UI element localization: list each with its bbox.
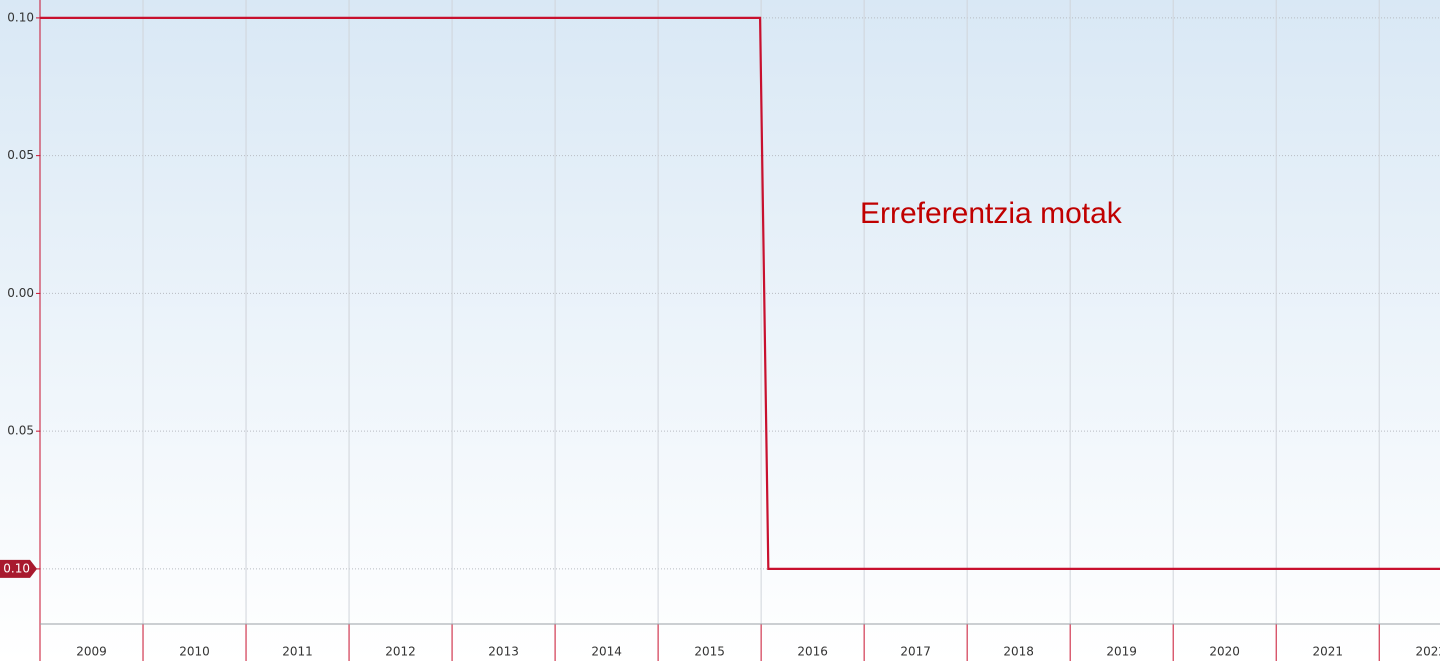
x-tick-label: 2010 <box>179 645 210 659</box>
line <box>40 16 1440 571</box>
x-tick-label: 2020 <box>1209 645 1240 659</box>
x-tick-label: 2016 <box>797 645 828 659</box>
x-tick-label: 2021 <box>1312 645 1343 659</box>
x-tick-label: 2014 <box>591 645 622 659</box>
value-badge <box>0 559 37 578</box>
y-tick-label: 0.10 <box>7 10 34 24</box>
x-tick-label: 2017 <box>900 645 931 659</box>
x-tick-label: 2019 <box>1106 645 1137 659</box>
y-tick-label: 0.05 <box>7 424 34 438</box>
x-tick-label: 2013 <box>488 645 519 659</box>
y-tick-label: 0.00 <box>7 286 34 300</box>
x-tick-label: 2011 <box>282 645 313 659</box>
x-tick-label: 2009 <box>76 645 107 659</box>
x-tick-label: 2022 <box>1415 645 1440 659</box>
y-tick-label: 0.05 <box>7 148 34 162</box>
y-tick-label: 0.10 <box>3 561 30 575</box>
annotation: Erreferentzia motak <box>860 197 1123 230</box>
x-tick-label: 2015 <box>694 645 725 659</box>
x-tick-label: 2012 <box>385 645 416 659</box>
x-tick-label: 2018 <box>1003 645 1034 659</box>
